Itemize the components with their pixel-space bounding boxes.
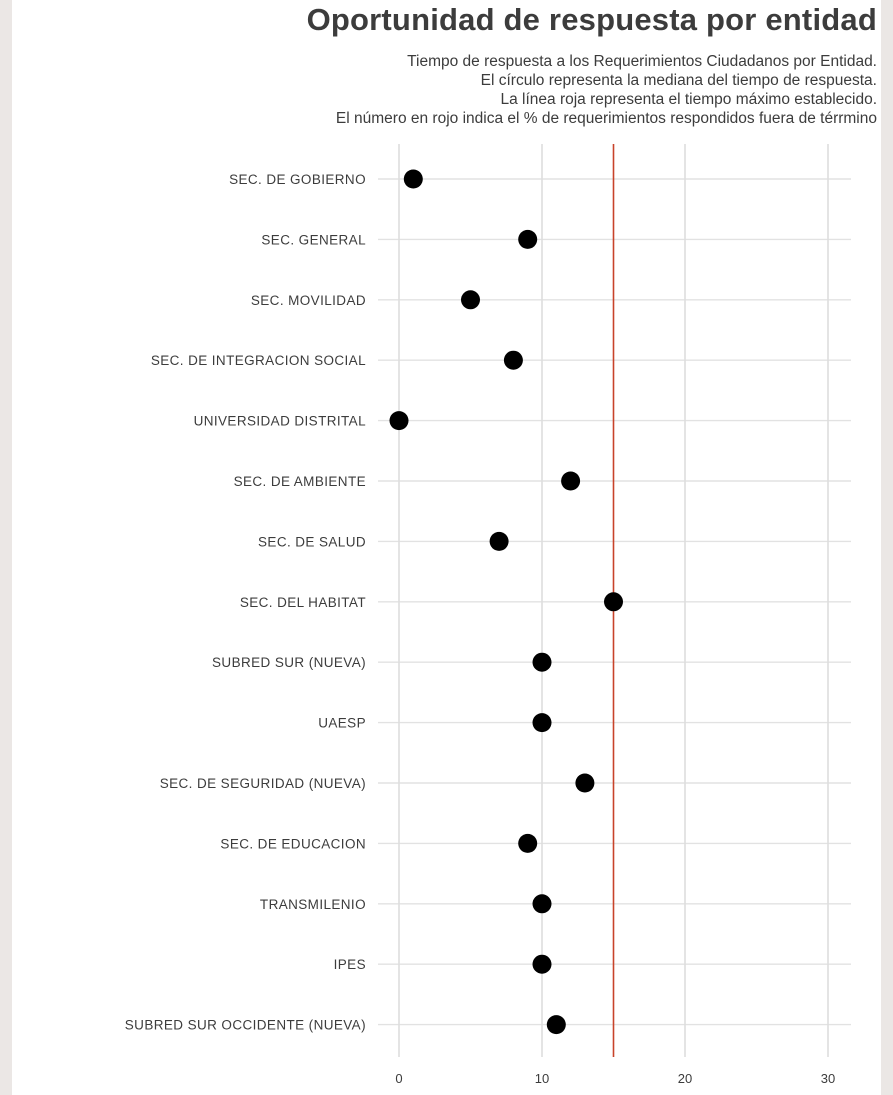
y-label-sec-del-habitat: SEC. DEL HABITAT [240,595,366,610]
x-tick-10: 10 [535,1071,549,1086]
chart-title: Oportunidad de respuesta por entidad [306,2,877,37]
x-tick-20: 20 [678,1071,692,1086]
point-universidad-distrital [389,411,409,431]
point-sec-de-educacion [518,833,538,853]
y-label-sec-de-seguridad-nueva: SEC. DE SEGURIDAD (NUEVA) [160,776,366,791]
y-label-sec-de-gobierno: SEC. DE GOBIERNO [229,172,366,187]
y-label-uaesp: UAESP [318,716,366,731]
point-sec-de-seguridad-nueva [575,773,595,793]
y-label-universidad-distrital: UNIVERSIDAD DISTRITAL [194,414,367,429]
x-tick-30: 30 [821,1071,835,1086]
subtitle-line-3: La línea roja representa el tiempo máxim… [500,91,877,108]
y-label-subred-sur-nueva: SUBRED SUR (NUEVA) [212,655,366,670]
point-transmilenio [532,894,552,914]
y-label-sec-de-integracion-social: SEC. DE INTEGRACION SOCIAL [151,353,366,368]
chart-subtitle: Tiempo de respuesta a los Requerimientos… [336,52,877,128]
point-sec-de-ambiente [561,471,581,491]
y-label-sec-movilidad: SEC. MOVILIDAD [251,293,366,308]
point-sec-movilidad [461,290,480,310]
x-tick-0: 0 [395,1071,402,1086]
y-label-sec-de-salud: SEC. DE SALUD [258,534,366,549]
point-sec-de-integracion-social [503,350,523,370]
data-points [389,169,623,1035]
point-sec-general [518,229,538,249]
point-ipes [532,954,552,974]
subtitle-line-2: El círculo representa la mediana del tie… [480,72,877,89]
point-uaesp [532,713,552,733]
point-sec-de-salud [489,531,509,551]
y-label-sec-de-educacion: SEC. DE EDUCACION [220,836,366,851]
y-label-ipes: IPES [334,957,366,972]
horizontal-gridlines [378,178,851,1026]
point-subred-sur-occidente-nueva [546,1015,566,1035]
y-axis-labels: SEC. DE GOBIERNO SEC. GENERAL SEC. MOVILID… [125,172,366,1033]
subtitle-line-4: El número en rojo indica el % de requeri… [335,110,877,127]
y-label-transmilenio: TRANSMILENIO [260,897,366,912]
x-axis-tick-labels: 0 10 20 30 [395,1071,835,1086]
y-label-subred-sur-occidente-nueva: SUBRED SUR OCCIDENTE (NUEVA) [125,1018,366,1033]
point-subred-sur-nueva [532,652,552,672]
chart-card [12,0,881,1095]
y-label-sec-general: SEC. GENERAL [261,232,366,247]
point-sec-del-habitat [604,592,623,612]
subtitle-line-1: Tiempo de respuesta a los Requerimientos… [407,53,877,70]
y-label-sec-de-ambiente: SEC. DE AMBIENTE [234,474,366,489]
point-sec-de-gobierno [403,169,423,189]
